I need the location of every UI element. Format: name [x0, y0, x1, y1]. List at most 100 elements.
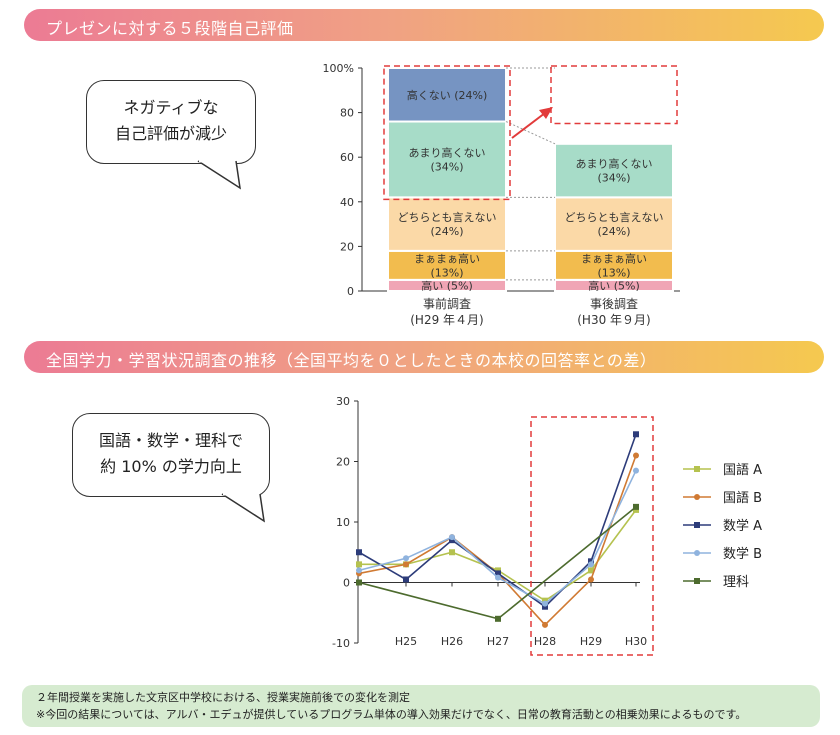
- bar-segment-dochira: [387, 196, 507, 252]
- change-arrow-head: [539, 107, 553, 119]
- footnote-line1: ２年間授業を実施した文京区中学校における、授業実施前後での変化を測定: [36, 691, 410, 704]
- x-category-sublabel: (H30 年９月): [577, 313, 650, 327]
- y-tick-label: 0: [347, 285, 354, 298]
- y-tick-label: -10: [332, 637, 350, 650]
- bar-data-label: (34%): [430, 160, 463, 173]
- bar-data-label: (24%): [430, 225, 463, 238]
- bar-segment-maamaa: [387, 249, 507, 281]
- bar-data-label: (13%): [597, 266, 630, 279]
- x-tick-label: H29: [580, 635, 602, 648]
- callout1-line1: ネガティブな: [123, 98, 219, 117]
- y-tick-label: 10: [336, 516, 350, 529]
- series-point-rika: [356, 579, 362, 586]
- bar-segment-maamaa: [554, 249, 674, 281]
- bar-data-label: どちらとも言えない: [398, 211, 497, 224]
- legend-marker-sugakuB: [694, 550, 700, 556]
- legend-label-rika: 理科: [723, 575, 749, 590]
- x-tick-label: H30: [625, 635, 647, 648]
- bar-data-label: 高くない (24%): [407, 88, 488, 102]
- y-tick-label: 20: [336, 456, 350, 469]
- series-point-sugakuA: [633, 431, 639, 438]
- series-point-sugakuB: [449, 534, 455, 541]
- legend-marker-kokugoB: [694, 494, 700, 500]
- callout-bubble-1-tail: [197, 159, 241, 190]
- series-point-kokugoB: [588, 576, 594, 583]
- series-point-kokugoA: [588, 567, 594, 574]
- series-line-sugakuA: [358, 434, 637, 608]
- section1-title: プレゼンに対する５段階自己評価: [46, 19, 294, 38]
- series-point-kokugoA: [495, 567, 501, 574]
- series-point-kokugoB: [542, 621, 548, 628]
- callout2-line2: 約 10% の学力向上: [100, 457, 242, 476]
- line-chart: -10 0 10 20 30 H25 H26 H27 H28 H29 H30 国語 A 国語 B 数学 A…: [332, 395, 762, 656]
- series-point-sugakuA: [403, 576, 409, 583]
- legend-marker-kokugoA: [694, 466, 700, 472]
- legend-label-sugakuA: 数学 A: [723, 518, 762, 534]
- series-point-sugakuA: [356, 549, 362, 556]
- section2-title: 全国学力・学習状況調査の推移（全国平均を０としたときの本校の回答率との差）: [46, 351, 657, 370]
- x-category-label: 事前調査: [423, 296, 471, 311]
- series-point-sugakuB: [495, 574, 501, 581]
- bar-data-label: まぁまぁ高い: [581, 251, 647, 265]
- x-tick-label: H28: [534, 635, 556, 648]
- series-point-sugakuB: [403, 555, 409, 562]
- y-tick-label: 0: [343, 577, 350, 590]
- y-tick-label: 20: [340, 240, 354, 253]
- bar-data-label: 高い (5%): [588, 278, 640, 292]
- callout-bubble-2: 国語・数学・理科で 約 10% の学力向上: [72, 413, 270, 497]
- y-tick-label: 30: [336, 395, 350, 408]
- bar-data-label: (34%): [597, 172, 630, 185]
- legend-label-kokugoB: 国語 B: [723, 490, 762, 506]
- bar-segment-amari: [554, 142, 674, 199]
- change-arrow: [511, 112, 546, 139]
- bar-segment-dochira: [554, 196, 674, 252]
- series-point-rika: [633, 503, 639, 510]
- series-point-kokugoB: [633, 452, 639, 459]
- bar-data-label: まぁまぁ高い: [414, 251, 480, 265]
- bar-data-label: (13%): [430, 266, 463, 279]
- series-line-rika: [358, 506, 637, 620]
- section1-banner: プレゼンに対する５段階自己評価: [24, 9, 824, 41]
- highlight-box-recent: [530, 416, 654, 656]
- footnote-box: ２年間授業を実施した文京区中学校における、授業実施前後での変化を測定 ※今回の結…: [22, 685, 820, 727]
- series-point-kokugoA: [633, 506, 639, 513]
- bar-data-label: あまり高くない: [576, 157, 653, 171]
- bar-segment-takakunai: [387, 67, 507, 123]
- series-point-rika: [495, 615, 501, 622]
- footnote-line2: ※今回の結果については、アルバ・エデュが提供しているプログラム単体の導入効果だけ…: [36, 708, 747, 721]
- callout-bubble-2-tail: [221, 492, 265, 523]
- y-tick-label: 80: [340, 107, 354, 120]
- legend-marker-sugakuA: [694, 522, 700, 528]
- series-point-kokugoA: [542, 597, 548, 604]
- callout1-line2: 自己評価が減少: [114, 124, 227, 143]
- series-point-kokugoB: [403, 561, 409, 568]
- section2-banner: 全国学力・学習状況調査の推移（全国平均を０としたときの本校の回答率との差）: [24, 341, 824, 373]
- x-tick-label: H26: [441, 635, 463, 648]
- bar-data-label: あまり高くない: [409, 145, 486, 159]
- x-category-label: 事後調査: [590, 297, 638, 311]
- x-tick-label: H25: [395, 635, 417, 648]
- callout2-line1: 国語・数学・理科で: [98, 431, 243, 450]
- bar-data-label: (24%): [597, 225, 630, 238]
- bar-data-label: 高い (5%): [421, 278, 473, 292]
- y-tick-label: 60: [340, 151, 354, 164]
- series-point-kokugoA: [356, 561, 362, 568]
- series-point-sugakuB: [356, 567, 362, 574]
- bar-segment-amari: [387, 120, 507, 199]
- legend-label-sugakuB: 数学 B: [723, 546, 762, 562]
- series-point-sugakuB: [633, 467, 639, 474]
- series-line-kokugoA: [359, 509, 637, 602]
- legend-label-kokugoA: 国語 A: [723, 462, 762, 478]
- series-point-sugakuA: [542, 603, 548, 610]
- y-tick-label: 100%: [323, 62, 354, 75]
- connector-line: [505, 121, 556, 145]
- highlight-box-before: [383, 65, 511, 201]
- series-point-sugakuB: [588, 561, 594, 568]
- series-point-sugakuA: [588, 558, 594, 565]
- y-tick-label: 40: [340, 196, 354, 209]
- bar-data-label: どちらとも言えない: [565, 211, 664, 224]
- series-point-sugakuB: [542, 600, 548, 607]
- callout-bubble-1: ネガティブな 自己評価が減少: [86, 80, 256, 164]
- highlight-box-after: [550, 65, 678, 125]
